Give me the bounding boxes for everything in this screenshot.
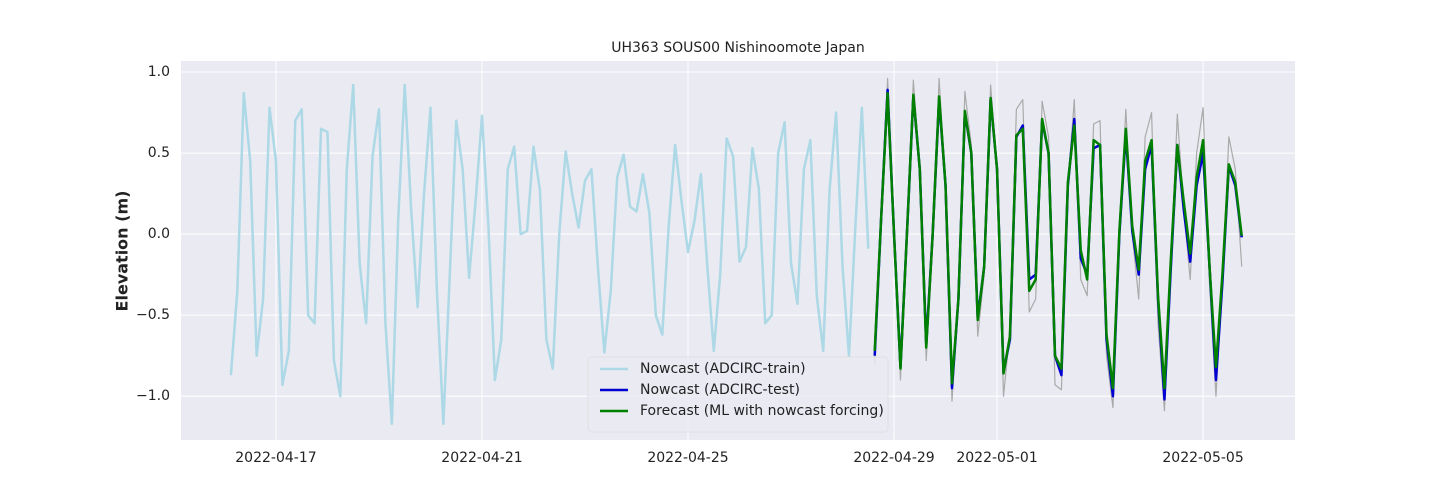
x-tick-label: 2022-05-01: [956, 450, 1037, 466]
y-tick-label: 1.0: [148, 64, 170, 80]
y-tick-label: 0.5: [148, 145, 170, 161]
lines: [229, 77, 1243, 426]
y-tick-label: 0.0: [148, 226, 170, 242]
y-tick-label: −0.5: [136, 307, 170, 323]
x-tick-label: 2022-05-05: [1162, 450, 1243, 466]
series-line: [873, 91, 1243, 390]
legend-box: [587, 356, 889, 433]
legend-label: Nowcast (ADCIRC-train): [640, 361, 806, 377]
x-tick-label: 2022-04-17: [235, 450, 316, 466]
legend-label: Nowcast (ADCIRC-test): [640, 382, 800, 398]
chart-title: UH363 SOUS00 Nishinoomote Japan: [611, 40, 864, 56]
legend-label: Forecast (ML with nowcast forcing): [640, 403, 884, 419]
y-tick-label: −1.0: [136, 388, 170, 404]
x-tick-label: 2022-04-25: [647, 450, 728, 466]
legend: Nowcast (ADCIRC-train) Nowcast (ADCIRC-te…: [587, 356, 889, 433]
y-axis-label: Elevation (m): [113, 191, 132, 312]
x-tick-label: 2022-04-21: [441, 450, 522, 466]
labels: −1.0 −0.5 0.0 0.5 1.0 2022-04-17 2022-04-21 202…: [136, 64, 1244, 466]
series-line: [229, 83, 870, 426]
x-tick-label: 2022-04-29: [853, 450, 934, 466]
